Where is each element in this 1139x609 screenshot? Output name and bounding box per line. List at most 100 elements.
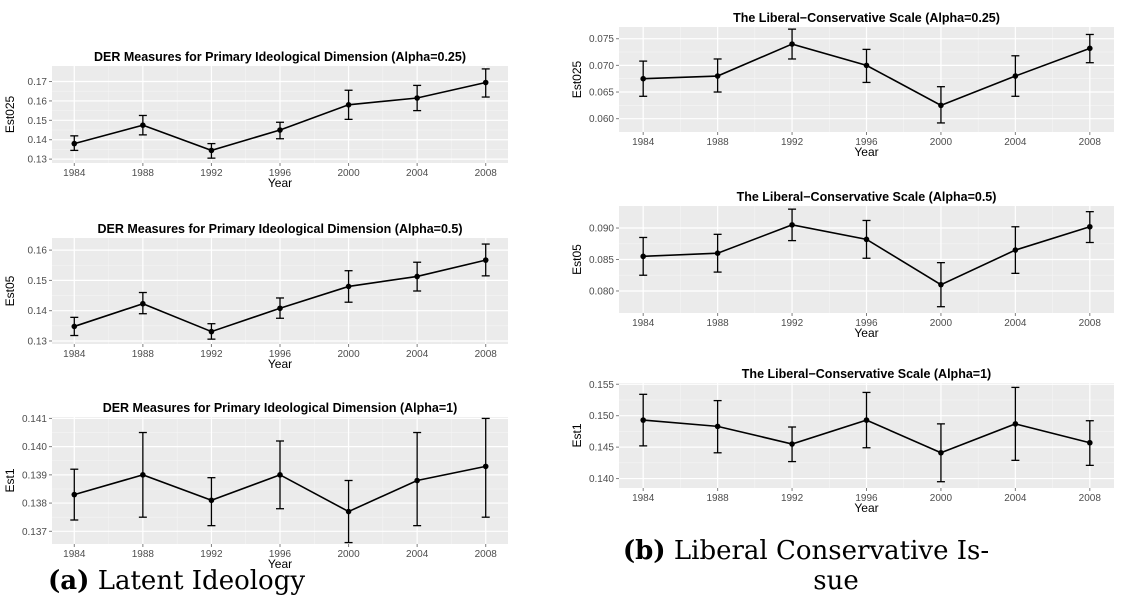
y-tick-label: 0.065 [589, 88, 614, 99]
x-tick-label: 1984 [63, 168, 86, 179]
data-point [482, 257, 489, 263]
chart-title: The Liberal−Conservative Scale (Alpha=1) [742, 367, 991, 381]
data-point [482, 79, 489, 86]
y-axis-label: Est025 [3, 95, 17, 133]
x-tick-label: 1988 [132, 168, 155, 179]
x-tick-label: 2008 [1079, 137, 1102, 148]
data-point [71, 491, 78, 498]
chart-title: The Liberal−Conservative Scale (Alpha=0.… [737, 190, 997, 204]
x-tick-label: 1996 [269, 349, 292, 360]
x-tick-label: 2004 [406, 349, 429, 360]
data-point [789, 441, 795, 447]
x-tick-label: 1992 [781, 318, 804, 329]
y-tick-label: 0.17 [28, 77, 48, 88]
x-tick-label: 1988 [707, 318, 730, 329]
data-point [1087, 223, 1093, 230]
x-tick-label: 2000 [930, 493, 953, 504]
data-point [1012, 73, 1019, 79]
chart-title: DER Measures for Primary Ideological Dim… [103, 401, 458, 415]
y-tick-label: 0.141 [22, 414, 47, 425]
data-point [414, 273, 420, 280]
data-point [414, 477, 420, 484]
data-point [71, 140, 78, 147]
y-tick-label: 0.13 [28, 336, 48, 347]
data-point [482, 463, 489, 470]
y-tick-label: 0.070 [589, 61, 614, 72]
y-tick-label: 0.138 [22, 499, 47, 510]
y-axis-label: Est1 [3, 468, 17, 492]
x-tick-label: 2004 [1004, 137, 1027, 148]
chart-panel-5: 0.080 0.085 0.090 1984 1988 1992 1996 2000 2004 2… [570, 190, 1114, 340]
data-point [1012, 247, 1019, 253]
data-point [1012, 421, 1019, 427]
y-tick-label: 0.13 [28, 155, 48, 166]
x-tick-label: 2008 [1079, 493, 1102, 504]
data-point [640, 75, 646, 82]
x-tick-label: 2000 [337, 549, 360, 560]
x-tick-label: 1984 [63, 549, 86, 560]
data-point [140, 122, 146, 128]
x-tick-label: 2004 [406, 168, 429, 179]
x-tick-label: 1992 [200, 349, 223, 360]
y-tick-label: 0.150 [589, 411, 614, 422]
data-point [938, 449, 944, 456]
data-point [789, 41, 795, 47]
chart-panel-6: 0.140 0.145 0.150 0.155 1984 1988 1992 1996 2000… [570, 367, 1114, 515]
x-tick-label: 1996 [855, 493, 878, 504]
data-point [140, 300, 146, 307]
x-tick-label: 1996 [855, 137, 878, 148]
x-tick-label: 1992 [781, 137, 804, 148]
chart-title: DER Measures for Primary Ideological Dim… [94, 50, 466, 64]
y-tick-label: 0.140 [589, 474, 614, 485]
x-tick-label: 1996 [269, 549, 292, 560]
data-point [277, 472, 283, 478]
y-tick-label: 0.090 [589, 224, 614, 235]
y-tick-label: 0.140 [22, 442, 47, 453]
x-axis-label: Year [268, 557, 292, 571]
y-axis-label: Est05 [570, 244, 584, 275]
data-point [714, 250, 721, 257]
data-point [640, 253, 646, 260]
x-tick-label: 2004 [406, 549, 429, 560]
y-tick-label: 0.16 [28, 96, 48, 107]
data-point [714, 73, 721, 79]
caption-b: (b) Liberal Conservative Is- sue [606, 536, 1006, 596]
caption-b-text-line2: sue [813, 566, 859, 596]
y-tick-label: 0.155 [589, 380, 614, 391]
data-point [345, 508, 352, 515]
caption-a-text: Latent Ideology [97, 566, 306, 596]
y-tick-label: 0.139 [22, 470, 47, 481]
x-tick-label: 1988 [132, 349, 155, 360]
y-tick-label: 0.16 [28, 246, 48, 257]
data-point [863, 236, 870, 243]
x-tick-label: 1988 [132, 549, 155, 560]
x-tick-label: 2000 [930, 137, 953, 148]
data-point [1087, 439, 1093, 446]
x-tick-label: 2004 [1004, 493, 1027, 504]
x-tick-label: 1984 [632, 493, 655, 504]
chart-panel-3: 0.137 0.138 0.139 0.140 0.141 1984 1988 1992 199… [3, 401, 508, 571]
x-tick-label: 1988 [707, 493, 730, 504]
data-point [938, 102, 944, 109]
x-tick-label: 2000 [337, 349, 360, 360]
x-tick-label: 2008 [475, 549, 498, 560]
chart-title: DER Measures for Primary Ideological Dim… [97, 222, 462, 236]
caption-b-tag: (b) [622, 536, 666, 566]
x-tick-label: 2008 [475, 168, 498, 179]
y-axis-label: Est025 [570, 60, 584, 98]
x-tick-label: 1992 [200, 549, 223, 560]
data-point [140, 472, 146, 478]
data-point [938, 281, 944, 288]
x-tick-label: 2008 [1079, 318, 1102, 329]
data-point [640, 417, 646, 423]
data-point [208, 497, 215, 504]
data-point [71, 323, 78, 330]
data-point [345, 283, 352, 290]
x-tick-label: 2000 [930, 318, 953, 329]
x-tick-label: 1984 [632, 318, 655, 329]
x-axis-label: Year [268, 176, 292, 190]
data-point [277, 127, 283, 133]
data-point [345, 102, 352, 108]
chart-panel-4: 0.060 0.065 0.070 0.075 1984 1988 1992 1996 2000… [570, 11, 1114, 159]
